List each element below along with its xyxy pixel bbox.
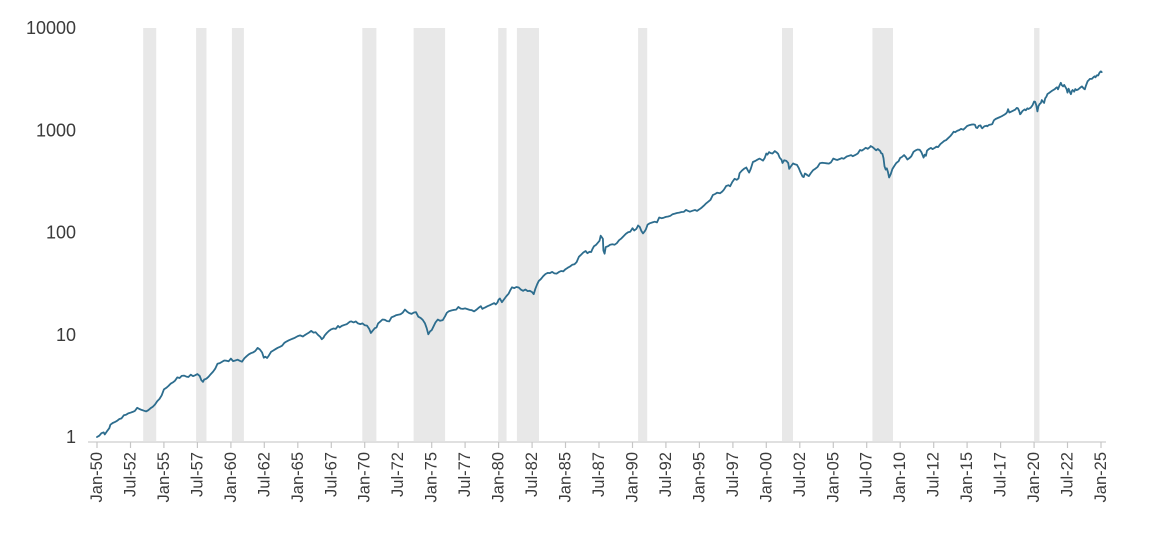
x-tick-label: Jul-72 xyxy=(389,452,407,497)
x-tick-label: Jul-17 xyxy=(992,452,1010,497)
x-tick-label: Jul-07 xyxy=(858,452,876,497)
price-index-line xyxy=(96,70,1103,438)
x-tick-label: Jul-52 xyxy=(122,452,140,497)
y-tick-label: 1000 xyxy=(36,120,76,140)
x-tick-label: Jan-65 xyxy=(289,452,307,502)
y-tick-label: 1 xyxy=(66,427,76,447)
x-tick-label: Jan-90 xyxy=(624,452,642,502)
x-tick-label: Jul-97 xyxy=(724,452,742,497)
x-tick-label: Jul-77 xyxy=(456,452,474,497)
y-tick-label: 10 xyxy=(56,325,76,345)
y-tick-label: 100 xyxy=(46,223,76,243)
x-tick-label: Jul-87 xyxy=(590,452,608,497)
recession-band xyxy=(143,28,157,441)
recession-band xyxy=(362,28,377,441)
x-tick-label: Jul-62 xyxy=(255,452,273,497)
x-tick-label: Jan-25 xyxy=(1092,452,1110,502)
x-tick-label: Jan-20 xyxy=(1025,452,1043,502)
x-tick-label: Jul-67 xyxy=(322,452,340,497)
recession-band xyxy=(872,28,893,441)
recession-band xyxy=(413,28,446,441)
recession-band xyxy=(516,28,539,441)
x-tick-label: Jan-00 xyxy=(757,452,775,502)
x-tick-label: Jul-92 xyxy=(657,452,675,497)
recession-band xyxy=(1034,28,1040,441)
x-tick-label: Jan-10 xyxy=(891,452,909,502)
x-tick-label: Jul-02 xyxy=(791,452,809,497)
recession-band xyxy=(638,28,648,441)
recession-band xyxy=(782,28,793,441)
x-tick-label: Jan-15 xyxy=(958,452,976,502)
x-tick-label: Jan-60 xyxy=(222,452,240,502)
x-tick-label: Jul-12 xyxy=(925,452,943,497)
x-tick-label: Jan-85 xyxy=(557,452,575,502)
x-tick-label: Jul-57 xyxy=(188,452,206,497)
recession-band xyxy=(231,28,244,441)
x-tick-label: Jan-55 xyxy=(155,452,173,502)
x-tick-label: Jul-82 xyxy=(523,452,541,497)
x-tick-label: Jan-70 xyxy=(356,452,374,502)
y-tick-label: 10000 xyxy=(26,18,76,38)
recession-band xyxy=(196,28,207,441)
x-tick-label: Jul-22 xyxy=(1059,452,1077,497)
x-tick-label: Jan-05 xyxy=(824,452,842,502)
x-tick-label: Jan-75 xyxy=(423,452,441,502)
x-tick-label: Jan-95 xyxy=(690,452,708,502)
x-tick-label: Jan-80 xyxy=(490,452,508,502)
recession-band xyxy=(498,28,507,441)
x-tick-label: Jan-50 xyxy=(88,452,106,502)
